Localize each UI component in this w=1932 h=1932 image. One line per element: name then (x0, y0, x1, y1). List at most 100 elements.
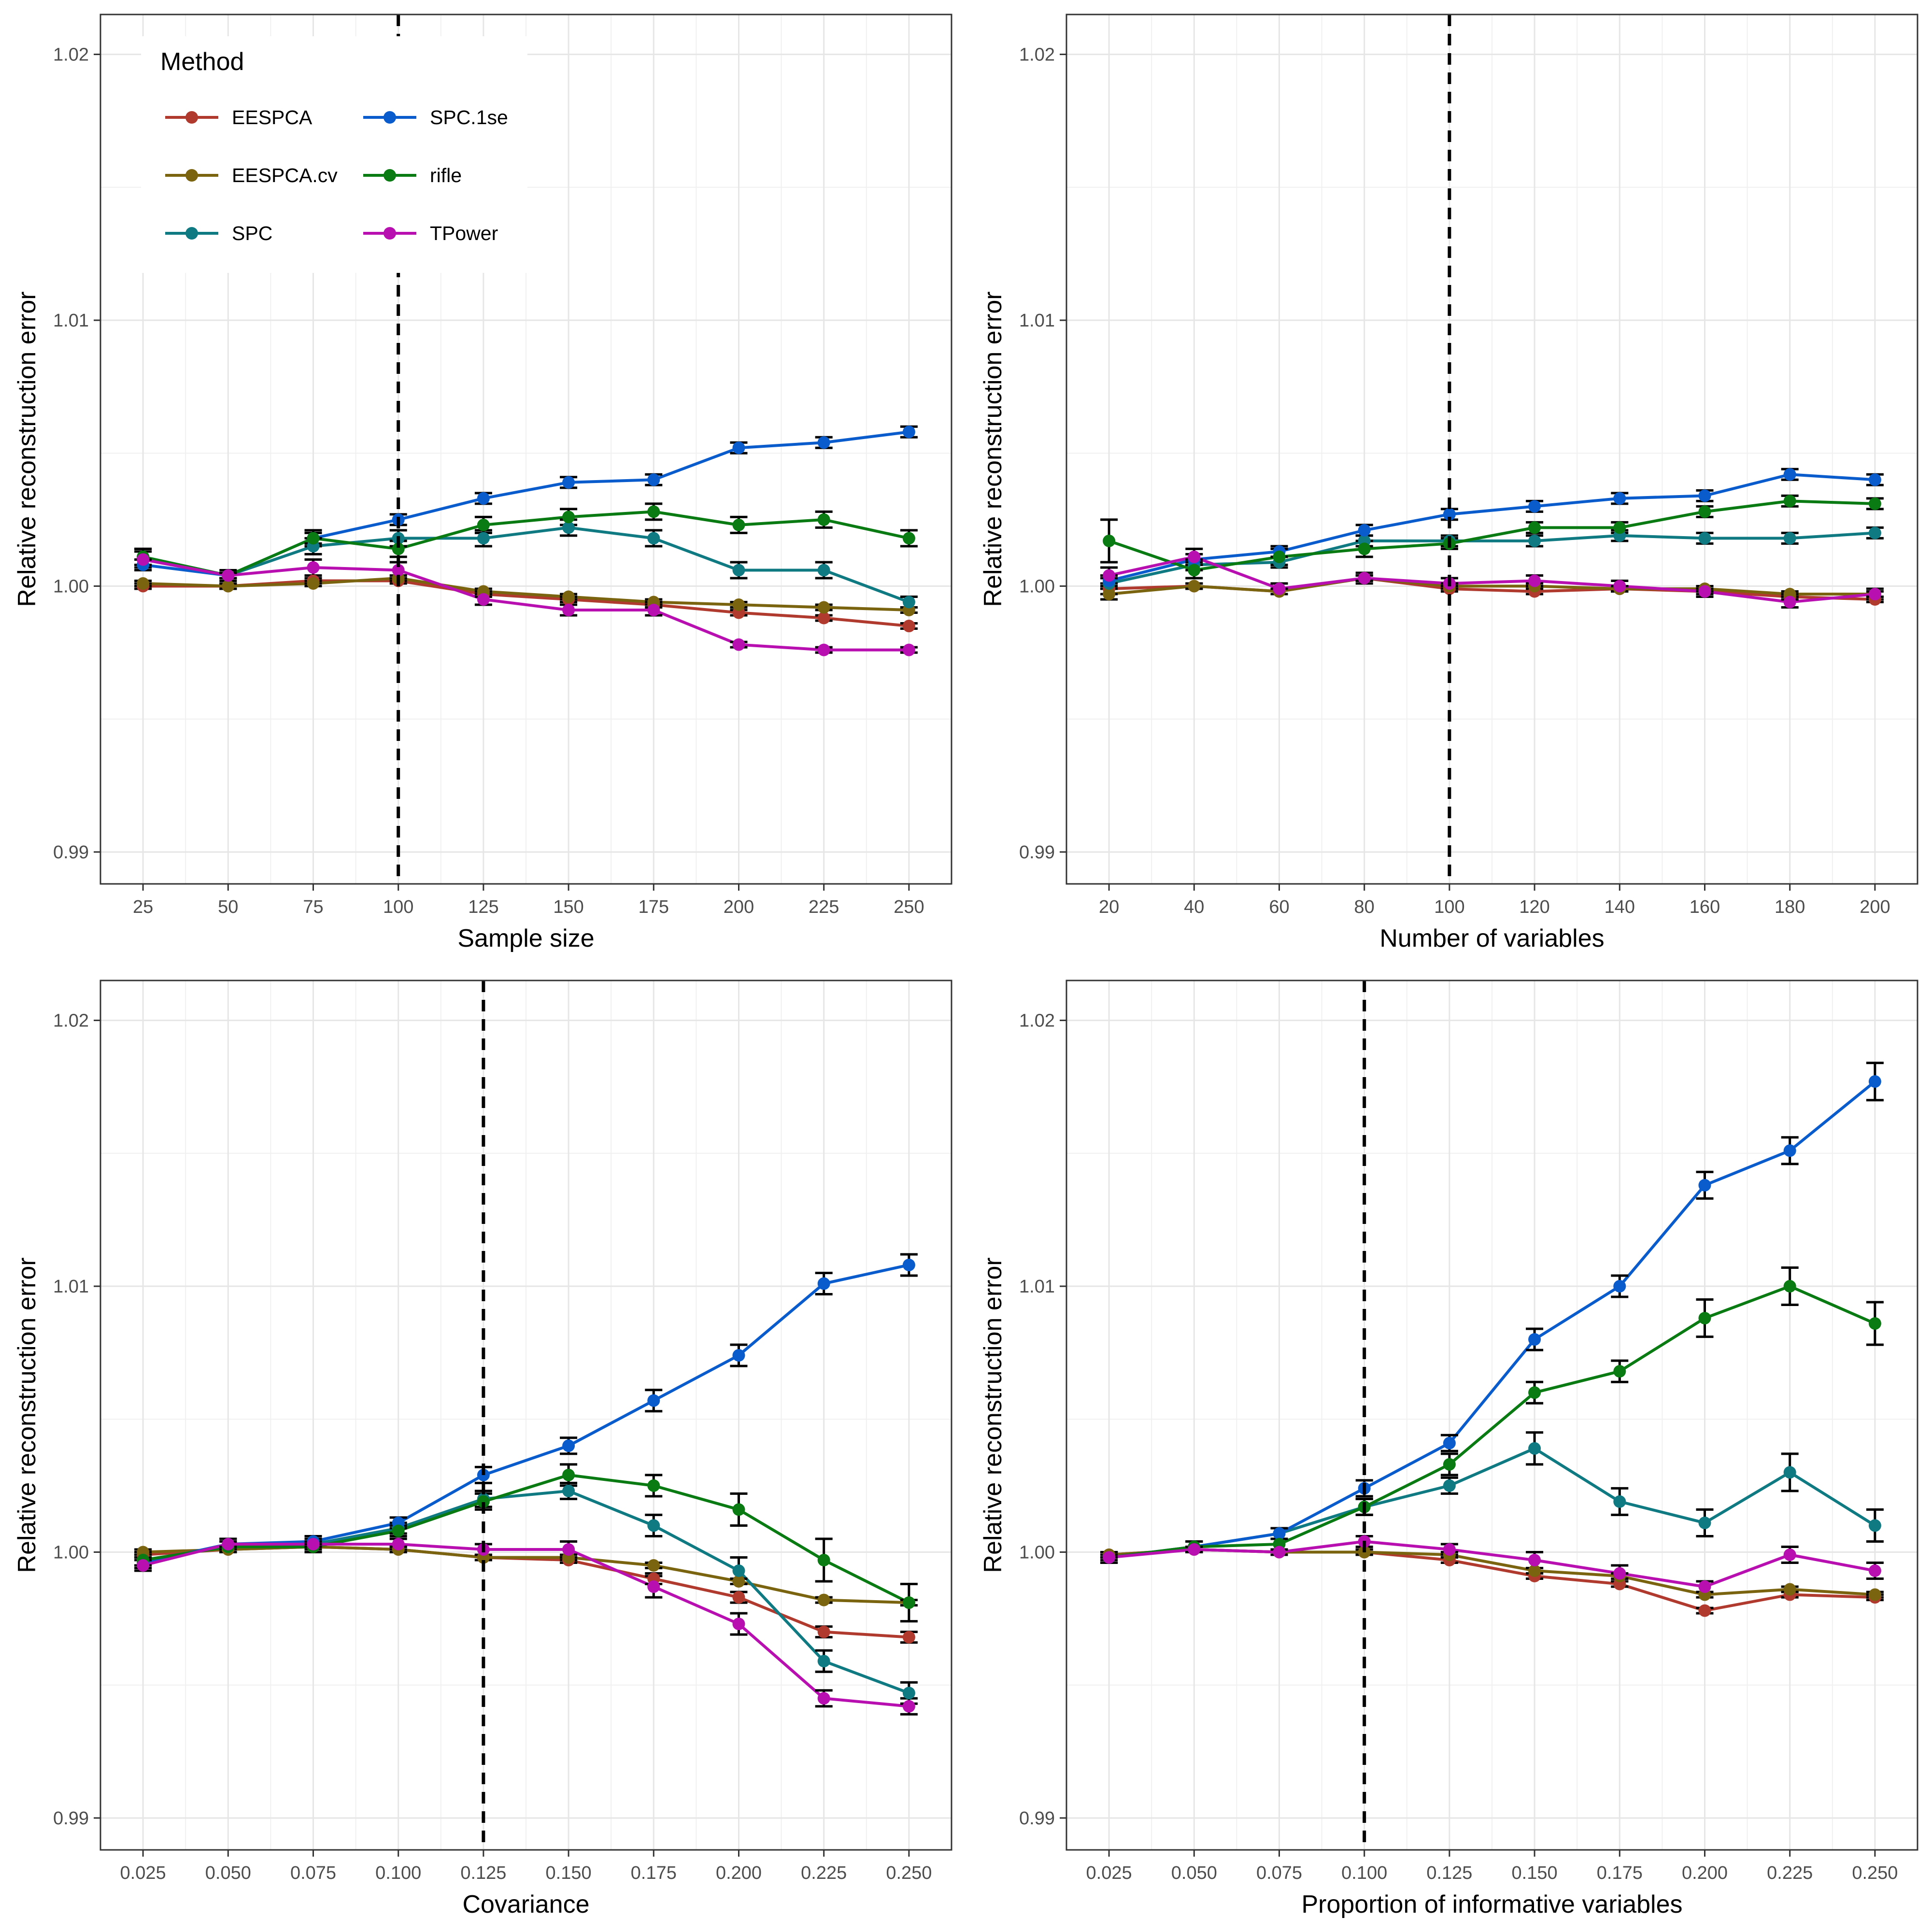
data-point-SPC.1se (647, 1394, 660, 1407)
data-point-EESPCA.cv (307, 577, 320, 590)
x-tick-label: 60 (1269, 897, 1289, 917)
data-point-rifle (1868, 497, 1881, 510)
data-point-SPC (562, 521, 575, 534)
x-tick-label: 0.075 (1256, 1863, 1302, 1883)
data-point-rifle (647, 1479, 660, 1492)
data-point-TPower (392, 564, 405, 577)
data-point-TPower (1273, 1546, 1286, 1559)
data-point-SPC.1se (902, 426, 915, 439)
data-point-EESPCA.cv (562, 590, 575, 603)
data-point-SPC (1443, 1479, 1456, 1492)
data-point-SPC (902, 596, 915, 609)
data-point-SPC (732, 1564, 745, 1577)
data-point-EESPCA.cv (137, 577, 150, 590)
data-point-TPower (137, 1559, 150, 1572)
data-point-rifle (562, 1468, 575, 1481)
data-point-TPower (562, 604, 575, 617)
data-point-SPC (1783, 1466, 1796, 1479)
data-point-SPC (1528, 534, 1541, 547)
data-point-rifle (562, 511, 575, 524)
data-point-SPC.1se (1528, 1333, 1541, 1346)
data-point-TPower (1783, 596, 1796, 609)
data-point-rifle (392, 1524, 405, 1537)
x-tick-label: 100 (383, 897, 413, 917)
legend-label: rifle (430, 164, 462, 186)
data-point-EESPCA (817, 1625, 830, 1638)
data-point-rifle (1528, 1386, 1541, 1399)
series-line-SPC (142, 526, 909, 604)
data-point-EESPCA.cv (647, 1559, 660, 1572)
data-point-TPower (817, 1692, 830, 1705)
x-axis-title: Number of variables (1379, 924, 1604, 952)
data-point-EESPCA (902, 620, 915, 633)
x-tick-label: 0.200 (1682, 1863, 1728, 1883)
x-tick-label: 200 (724, 897, 754, 917)
panel-border (1065, 14, 1918, 885)
y-axis-title: Relative reconstruction error (13, 1257, 41, 1573)
data-point-EESPCA.cv (732, 1575, 745, 1588)
data-point-SPC.1se (732, 441, 745, 455)
data-point-TPower (1613, 580, 1626, 593)
data-point-TPower (222, 569, 235, 582)
legend-key-point (185, 169, 198, 182)
x-tick-label: 0.250 (1852, 1863, 1898, 1883)
panel-4: 0.025 0.050 0.075 0.100 0.125 0.150 0.175 0.200… (979, 980, 1918, 1918)
data-point-EESPCA.cv (732, 598, 745, 611)
data-point-rifle (1783, 495, 1796, 508)
data-point-SPC.1se (1358, 524, 1371, 537)
data-point-SPC.1se (1868, 473, 1881, 486)
series-line-TPower (142, 1542, 909, 1708)
data-point-TPower (1613, 1567, 1626, 1580)
data-point-TPower (1103, 569, 1116, 582)
data-point-TPower (562, 1543, 575, 1556)
data-point-TPower (732, 1618, 745, 1631)
data-point-TPower (1188, 1543, 1201, 1556)
x-axis-title: Proportion of informative variables (1301, 1890, 1682, 1918)
legend-entry-rifle: rifle (363, 164, 462, 186)
data-point-rifle (647, 505, 660, 518)
y-tick-label: 0.99 (1019, 1808, 1055, 1829)
data-point-SPC.1se (1443, 508, 1456, 521)
data-point-SPC.1se (1698, 1179, 1711, 1192)
data-point-SPC.1se (562, 1439, 575, 1452)
data-point-EESPCA (1698, 1604, 1711, 1617)
legend-entry-SPC.1se: SPC.1se (363, 106, 508, 128)
data-point-TPower (477, 593, 490, 606)
data-point-TPower (1868, 588, 1881, 600)
data-point-TPower (902, 643, 915, 656)
data-point-EESPCA (732, 1591, 745, 1604)
series-line-TPower (1108, 555, 1875, 604)
x-tick-label: 75 (303, 897, 323, 917)
data-point-TPower (1783, 1548, 1796, 1561)
data-point-TPower (1868, 1564, 1881, 1577)
data-point-TPower (1528, 1554, 1541, 1566)
y-tick-label: 0.99 (53, 1808, 89, 1829)
data-point-EESPCA.cv (817, 601, 830, 614)
data-point-TPower (817, 643, 830, 656)
x-tick-label: 0.225 (1767, 1863, 1813, 1883)
x-axis-title: Covariance (462, 1890, 589, 1918)
data-point-SPC.1se (1783, 1144, 1796, 1157)
x-tick-label: 20 (1099, 897, 1119, 917)
data-point-SPC (902, 1687, 915, 1700)
x-tick-label: 225 (809, 897, 839, 917)
data-point-SPC.1se (1613, 1280, 1626, 1293)
data-point-rifle (1783, 1280, 1796, 1293)
data-point-rifle (1188, 564, 1201, 577)
data-point-TPower (307, 1537, 320, 1550)
x-tick-label: 100 (1434, 897, 1464, 917)
data-point-SPC.1se (1528, 500, 1541, 513)
x-tick-label: 0.125 (1426, 1863, 1472, 1883)
data-point-EESPCA.cv (817, 1593, 830, 1606)
data-point-EESPCA.cv (1783, 1583, 1796, 1596)
legend-key-point (185, 227, 198, 240)
data-point-SPC.1se (1273, 1527, 1286, 1540)
legend-label: SPC.1se (430, 106, 508, 128)
data-point-SPC (1698, 532, 1711, 545)
data-point-TPower (1528, 574, 1541, 587)
x-tick-label: 180 (1775, 897, 1805, 917)
data-point-SPC (817, 1655, 830, 1668)
data-point-TPower (222, 1537, 235, 1550)
data-point-rifle (307, 532, 320, 545)
data-point-SPC.1se (817, 1277, 830, 1290)
